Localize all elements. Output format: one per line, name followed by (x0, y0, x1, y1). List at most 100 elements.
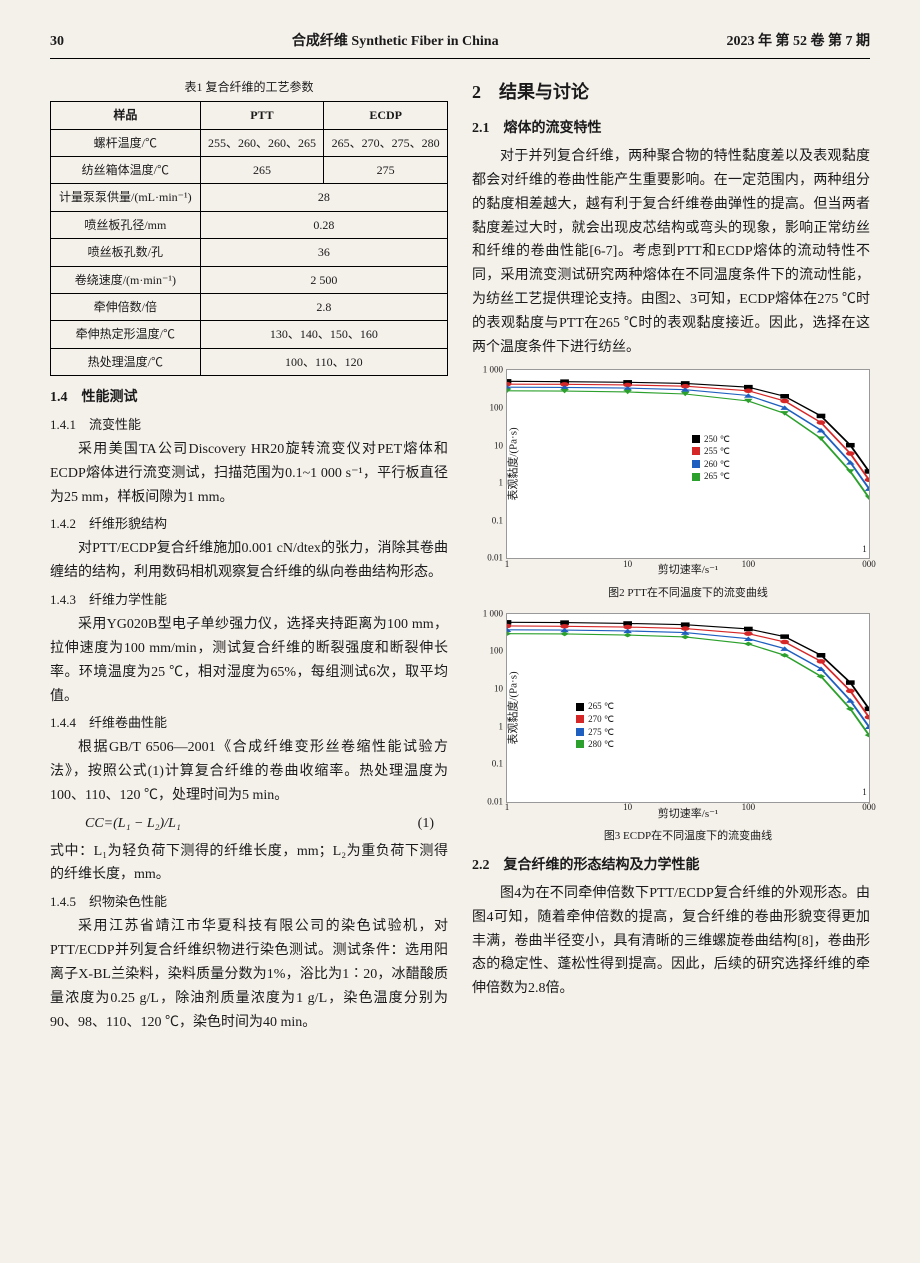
heading-2: 2 结果与讨论 (472, 77, 870, 108)
heading-2-1: 2.1 熔体的流变特性 (472, 117, 870, 141)
cell-value: 2 500 (200, 266, 447, 293)
xtick-label: 1 (505, 800, 510, 815)
figure-3-plot: 表观黏度/(Pa·s) 1 0001001010.10.011101001 00… (506, 613, 870, 803)
cell-value: 100、110、120 (200, 348, 447, 375)
left-column: 表1 复合纤维的工艺参数 样品 PTT ECDP 螺杆温度/℃255、260、2… (50, 77, 448, 1037)
figure-3-xlabel: 剪切速率/s⁻¹ (506, 805, 870, 824)
legend-marker-icon (692, 460, 700, 468)
heading-1-4-3: 1.4.3 纤维力学性能 (50, 589, 448, 611)
page-header: 30 合成纤维 Synthetic Fiber in China 2023 年 … (50, 30, 870, 59)
ytick-label: 1 000 (475, 363, 503, 378)
heading-1-4-2: 1.4.2 纤维形貌结构 (50, 513, 448, 535)
cell-value: 2.8 (200, 293, 447, 320)
legend-marker-icon (576, 715, 584, 723)
table-row: 螺杆温度/℃255、260、260、265265、270、275、280 (51, 129, 448, 156)
cell-label: 卷绕速度/(m·min⁻¹) (51, 266, 201, 293)
legend-item: 265 ℃ (576, 700, 614, 713)
cell-label: 牵伸热定形温度/℃ (51, 321, 201, 348)
legend-item: 270 ℃ (576, 713, 614, 726)
legend-label: 260 ℃ (704, 458, 730, 471)
cell-value: 36 (200, 239, 447, 266)
ytick-label: 1 (475, 476, 503, 491)
cell-label: 热处理温度/℃ (51, 348, 201, 375)
figure-3: 表观黏度/(Pa·s) 1 0001001010.10.011101001 00… (472, 613, 870, 846)
right-column: 2 结果与讨论 2.1 熔体的流变特性 对于并列复合纤维，两种聚合物的特性黏度差… (472, 77, 870, 1037)
table-row: 卷绕速度/(m·min⁻¹)2 500 (51, 266, 448, 293)
ytick-label: 0.01 (475, 551, 503, 566)
legend-item: 260 ℃ (692, 458, 730, 471)
th-sample: 样品 (51, 102, 201, 129)
legend-item: 250 ℃ (692, 433, 730, 446)
table1-header-row: 样品 PTT ECDP (51, 102, 448, 129)
ytick-label: 10 (475, 681, 503, 696)
cell-label: 螺杆温度/℃ (51, 129, 201, 156)
cell-label: 计量泵泵供量/(mL·min⁻¹) (51, 184, 201, 211)
cell-value: 255、260、260、265 (200, 129, 324, 156)
figure-2: 表观黏度/(Pa·s) 1 0001001010.10.011101001 00… (472, 369, 870, 602)
chart-legend: 250 ℃255 ℃260 ℃265 ℃ (688, 431, 734, 485)
cell-label: 喷丝板孔径/mm (51, 211, 201, 238)
th-ecdp: ECDP (324, 102, 448, 129)
cell-value: 0.28 (200, 211, 447, 238)
para-1-4-2: 对PTT/ECDP复合纤维施加0.001 cN/dtex的张力，消除其卷曲缠结的… (50, 537, 448, 585)
table-row: 牵伸倍数/倍2.8 (51, 293, 448, 320)
journal-title: 合成纤维 Synthetic Fiber in China (292, 30, 499, 54)
para-1-4-5: 采用江苏省靖江市华夏科技有限公司的染色试验机，对PTT/ECDP并列复合纤维织物… (50, 915, 448, 1034)
legend-label: 280 ℃ (588, 738, 614, 751)
heading-2-2: 2.2 复合纤维的形态结构及力学性能 (472, 854, 870, 878)
figure-2-caption: 图2 PTT在不同温度下的流变曲线 (506, 584, 870, 603)
cell-label: 牵伸倍数/倍 (51, 293, 201, 320)
legend-item: 255 ℃ (692, 445, 730, 458)
table-row: 纺丝箱体温度/℃265275 (51, 156, 448, 183)
legend-label: 265 ℃ (588, 700, 614, 713)
legend-label: 265 ℃ (704, 470, 730, 483)
cell-value: 275 (324, 156, 448, 183)
xtick-label: 100 (742, 557, 756, 572)
xtick-label: 10 (623, 800, 632, 815)
equation-1: CC=(L₁ − L₂)/L₁ (1) (50, 812, 448, 836)
chart-legend: 265 ℃270 ℃275 ℃280 ℃ (572, 698, 618, 752)
legend-label: 250 ℃ (704, 433, 730, 446)
ytick-label: 1 (475, 719, 503, 734)
legend-item: 275 ℃ (576, 726, 614, 739)
heading-1-4-1: 1.4.1 流变性能 (50, 414, 448, 436)
cell-value: 265、270、275、280 (324, 129, 448, 156)
para-1-4-1: 采用美国TA公司Discovery HR20旋转流变仪对PET熔体和ECDP熔体… (50, 438, 448, 509)
xtick-label: 100 (742, 800, 756, 815)
legend-label: 275 ℃ (588, 726, 614, 739)
table1: 样品 PTT ECDP 螺杆温度/℃255、260、260、265265、270… (50, 101, 448, 376)
cell-label: 喷丝板孔数/孔 (51, 239, 201, 266)
equation-1-body: CC=(L₁ − L₂)/L₁ (85, 812, 181, 836)
legend-marker-icon (576, 740, 584, 748)
table-row: 牵伸热定形温度/℃130、140、150、160 (51, 321, 448, 348)
ytick-label: 0.1 (475, 513, 503, 528)
page-number: 30 (50, 30, 64, 54)
heading-1-4-5: 1.4.5 织物染色性能 (50, 891, 448, 913)
para-1-4-4b: 式中：L₁为轻负荷下测得的纤维长度，mm；L₂为重负荷下测得的纤维长度，mm。 (50, 840, 448, 888)
para-1-4-3: 采用YG020B型电子单纱强力仪，选择夹持距离为100 mm，拉伸速度为100 … (50, 613, 448, 708)
heading-1-4: 1.4 性能测试 (50, 386, 448, 410)
issue-info: 2023 年 第 52 卷 第 7 期 (727, 30, 871, 54)
legend-marker-icon (576, 728, 584, 736)
table-row: 喷丝板孔径/mm0.28 (51, 211, 448, 238)
legend-item: 265 ℃ (692, 470, 730, 483)
heading-1-4-4: 1.4.4 纤维卷曲性能 (50, 712, 448, 734)
figure-2-xlabel: 剪切速率/s⁻¹ (506, 561, 870, 580)
xtick-label: 1 (505, 557, 510, 572)
figure-3-caption: 图3 ECDP在不同温度下的流变曲线 (506, 827, 870, 846)
legend-label: 270 ℃ (588, 713, 614, 726)
legend-marker-icon (576, 703, 584, 711)
table-row: 热处理温度/℃100、110、120 (51, 348, 448, 375)
equation-1-number: (1) (418, 812, 434, 836)
ytick-label: 0.1 (475, 756, 503, 771)
table-row: 喷丝板孔数/孔36 (51, 239, 448, 266)
legend-item: 280 ℃ (576, 738, 614, 751)
table-row: 计量泵泵供量/(mL·min⁻¹)28 (51, 184, 448, 211)
legend-marker-icon (692, 473, 700, 481)
ytick-label: 100 (475, 644, 503, 659)
cell-label: 纺丝箱体温度/℃ (51, 156, 201, 183)
para-2-1: 对于并列复合纤维，两种聚合物的特性黏度差以及表观黏度都会对纤维的卷曲性能产生重要… (472, 145, 870, 359)
ytick-label: 1 000 (475, 606, 503, 621)
ytick-label: 0.01 (475, 794, 503, 809)
th-ptt: PTT (200, 102, 324, 129)
